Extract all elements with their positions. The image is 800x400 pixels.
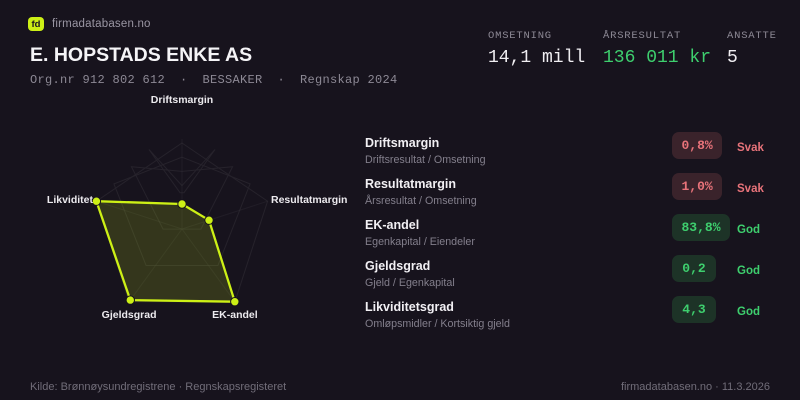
svg-text:Driftsmargin: Driftsmargin (151, 94, 213, 106)
svg-text:EK-andel: EK-andel (212, 309, 258, 321)
svg-text:Likviditet: Likviditet (47, 194, 94, 206)
svg-text:Resultatmargin: Resultatmargin (271, 194, 347, 206)
svg-text:Gjeldsgrad: Gjeldsgrad (102, 309, 157, 321)
